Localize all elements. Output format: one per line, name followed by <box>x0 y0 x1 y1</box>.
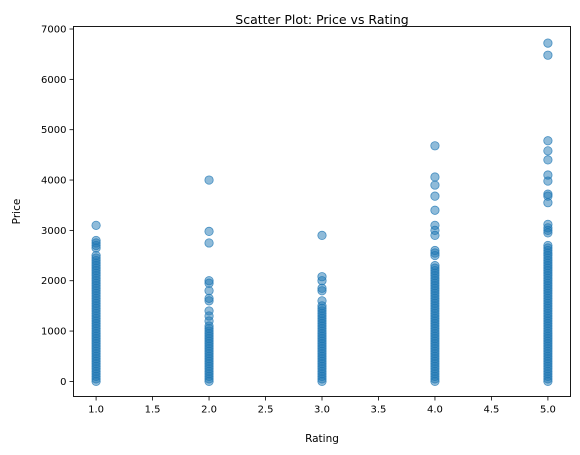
x-tick-label: 1.0 <box>88 405 104 416</box>
y-tick-label: 5000 <box>41 125 66 136</box>
x-tick-label: 4.5 <box>483 405 499 416</box>
scatter-point <box>543 176 553 186</box>
scatter-point <box>204 226 214 236</box>
x-tick-label: 1.5 <box>145 405 161 416</box>
y-tick-label: 2000 <box>41 276 66 287</box>
scatter-point <box>204 175 214 185</box>
scatter-point <box>430 180 440 190</box>
x-tick-label: 5.0 <box>540 405 556 416</box>
y-tick-label: 0 <box>60 377 66 388</box>
scatter-point <box>204 238 214 248</box>
scatter-point <box>543 376 553 386</box>
scatter-point <box>91 376 101 386</box>
scatter-point <box>204 286 214 296</box>
scatter-point <box>543 38 553 48</box>
scatter-point <box>204 296 214 306</box>
scatter-point <box>91 243 101 253</box>
x-tick-label: 4.0 <box>427 405 443 416</box>
scatter-point <box>543 228 553 238</box>
scatter-point <box>543 198 553 208</box>
x-tick-label: 3.5 <box>371 405 387 416</box>
x-tick-label: 3.0 <box>314 405 330 416</box>
y-axis-ticks: 0 1000 2000 3000 4000 5000 6000 7000 <box>41 25 74 388</box>
scatter-point <box>430 172 440 182</box>
chart-title: Scatter Plot: Price vs Rating <box>235 12 408 27</box>
scatter-point <box>430 205 440 215</box>
y-tick-label: 3000 <box>41 226 66 237</box>
x-axis-ticks: 1.0 1.5 2.0 2.5 3.0 3.5 4.0 4.5 5.0 <box>88 396 556 416</box>
y-axis-label: Price <box>11 199 23 225</box>
data-points <box>91 38 553 386</box>
scatter-point <box>430 191 440 201</box>
scatter-point <box>543 155 553 165</box>
scatter-point <box>317 376 327 386</box>
scatter-point <box>543 50 553 60</box>
scatter-point <box>430 376 440 386</box>
x-tick-label: 2.5 <box>258 405 274 416</box>
y-tick-label: 6000 <box>41 75 66 86</box>
scatter-point <box>317 286 327 296</box>
scatter-point <box>543 136 553 146</box>
y-tick-label: 4000 <box>41 176 66 187</box>
x-axis-label: Rating <box>305 433 339 445</box>
scatter-point <box>204 278 214 288</box>
scatter-point <box>543 146 553 156</box>
y-tick-label: 7000 <box>41 25 66 36</box>
scatter-point <box>204 376 214 386</box>
scatter-point <box>91 220 101 230</box>
scatter-point <box>430 250 440 261</box>
scatter-point <box>317 230 327 241</box>
scatter-point <box>430 230 440 241</box>
y-tick-label: 1000 <box>41 327 66 338</box>
scatter-point <box>317 276 327 286</box>
x-tick-label: 2.0 <box>201 405 217 416</box>
scatter-point <box>430 141 440 151</box>
